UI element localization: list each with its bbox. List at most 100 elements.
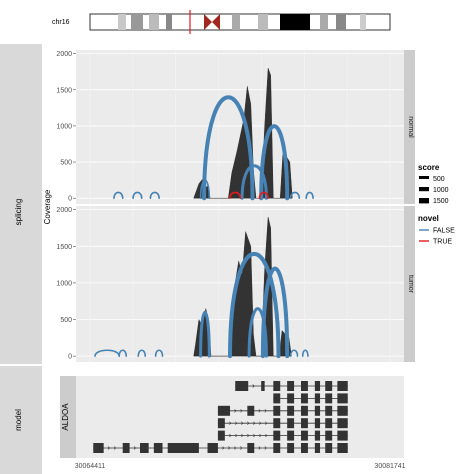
model-track-label: model <box>14 409 23 431</box>
plot-marks <box>94 68 314 359</box>
intron-arrow <box>241 421 244 425</box>
legend-score-key <box>419 176 429 179</box>
gene-label: ALDOA <box>61 403 70 431</box>
exon-box <box>273 430 281 441</box>
exon-box <box>325 381 333 391</box>
intron-arrow <box>247 433 250 438</box>
junction-arc <box>247 307 268 358</box>
chromosome-ideogram <box>89 10 391 34</box>
intron-arrow <box>253 421 256 425</box>
legend-novel-label: FALSE <box>433 228 455 235</box>
exon-box <box>325 418 333 429</box>
legend-score-label: 1500 <box>433 198 449 205</box>
band <box>336 14 346 30</box>
legend-score-label: 1000 <box>433 187 449 194</box>
intron-arrow <box>133 446 137 450</box>
exon-box <box>167 443 199 453</box>
band <box>118 14 126 30</box>
intron-arrow <box>113 446 117 450</box>
junction-arc <box>260 266 290 359</box>
exon-box <box>93 443 104 453</box>
intron-arrow <box>252 384 255 388</box>
legend-novel-label: TRUE <box>433 239 452 246</box>
junction-arc <box>289 191 301 199</box>
intron-arrow <box>258 446 261 450</box>
intron-arrow <box>259 421 262 425</box>
facet-label-normal: normal <box>407 116 414 138</box>
y-tick-label: 1000 <box>56 123 72 130</box>
intron-arrow <box>234 409 237 413</box>
exon-box <box>287 405 295 416</box>
exon-box <box>273 405 281 416</box>
centromere <box>204 14 220 30</box>
y-tick-label: 2000 <box>56 51 72 58</box>
junction-arc <box>132 191 143 199</box>
exon-box <box>314 393 321 404</box>
exon-box <box>337 443 348 453</box>
exon-box <box>325 430 333 441</box>
exon-box <box>247 443 255 453</box>
exon-box <box>287 430 295 441</box>
intron-arrow <box>264 409 267 413</box>
exon-box <box>247 405 255 416</box>
y-axis-title: Coverage <box>43 189 52 224</box>
intron-arrow <box>240 409 243 413</box>
intron-arrow <box>107 446 111 450</box>
facet-strip-normal <box>404 50 415 204</box>
exon-box <box>273 381 281 391</box>
y-tick-label: 1500 <box>56 244 72 251</box>
intron-arrow <box>265 433 268 438</box>
exon-box <box>325 443 333 453</box>
intron-arrow <box>247 421 250 425</box>
y-tick-label: 2000 <box>56 207 72 214</box>
exon-box <box>337 430 348 441</box>
band <box>280 14 310 30</box>
exon-box <box>287 418 295 429</box>
exon-box <box>301 381 308 391</box>
intron-arrow <box>222 446 225 450</box>
facet-strip-tumor <box>404 206 415 362</box>
exon-box <box>314 381 321 391</box>
exon-box <box>273 393 281 404</box>
intron-arrow <box>264 446 267 450</box>
exon-box <box>140 443 149 453</box>
legend-score-key <box>419 198 429 204</box>
exon-box <box>337 418 348 429</box>
junction-arc <box>259 124 290 201</box>
band <box>166 14 172 30</box>
y-tick-label: 500 <box>60 317 72 324</box>
legend-score: 500 1000 1500 <box>419 176 449 205</box>
model-track-strip <box>0 366 42 474</box>
legend-score-key <box>419 187 429 192</box>
exon-box <box>325 405 333 416</box>
y-axes: 0 500 1000 1500 2000 0 500 1000 1500 2000 <box>56 51 76 361</box>
exon-box <box>301 430 308 441</box>
exon-box <box>273 418 281 429</box>
facet-label-tumor: tumor <box>407 275 414 294</box>
exon-box <box>301 443 308 453</box>
exon-box <box>337 405 348 416</box>
junction-arc-novel <box>258 191 269 199</box>
y-tick-label: 0 <box>68 354 72 361</box>
exon-box <box>325 393 333 404</box>
exon-box <box>217 430 225 441</box>
exon-box <box>217 405 231 416</box>
junction-arc <box>202 95 255 201</box>
transcript-models <box>93 381 348 453</box>
junction-arc <box>289 349 299 357</box>
exon-box <box>314 430 321 441</box>
exon-box <box>301 405 308 416</box>
junction-arc <box>137 349 146 357</box>
exon-box <box>287 381 295 391</box>
exon-box <box>235 381 249 391</box>
intron-arrow <box>253 433 256 438</box>
junction-arc <box>118 349 127 357</box>
band <box>149 14 159 30</box>
legend-score-label: 500 <box>433 176 445 183</box>
exon-box <box>207 443 218 453</box>
exon-box <box>314 443 321 453</box>
exon-box <box>337 393 348 404</box>
exon-box <box>337 381 348 391</box>
y-tick-label: 1500 <box>56 87 72 94</box>
